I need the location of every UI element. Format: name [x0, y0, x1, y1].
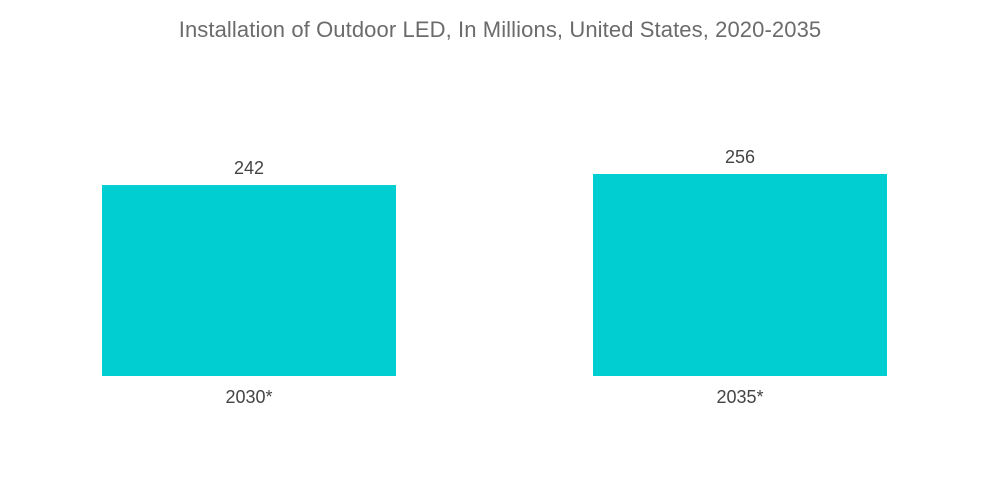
data-label: 242	[234, 158, 264, 178]
x-tick-label: 2035*	[716, 387, 763, 407]
bar-2030	[102, 185, 396, 376]
chart-title: Installation of Outdoor LED, In Millions…	[178, 17, 822, 42]
data-label: 256	[725, 147, 755, 167]
x-tick-label: 2030*	[225, 387, 272, 407]
bar-2035	[593, 174, 887, 376]
